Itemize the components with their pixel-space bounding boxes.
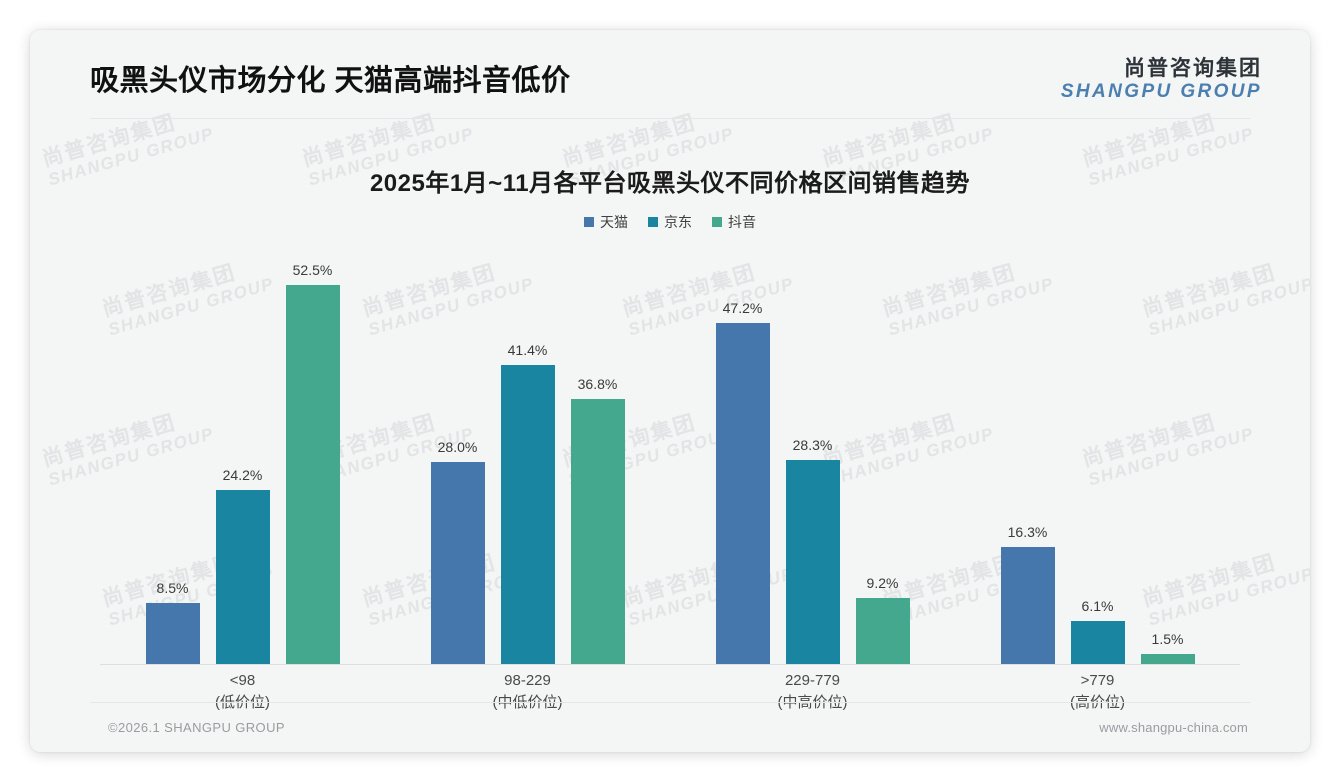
- legend-label: 京东: [664, 214, 692, 230]
- chart-legend: 天猫 京东 抖音: [30, 212, 1310, 232]
- bar-slot: 1.5%: [1140, 245, 1195, 665]
- bar-天猫-98-229[interactable]: [430, 462, 485, 665]
- bar-slot: 41.4%: [500, 245, 555, 665]
- bar-天猫-<98[interactable]: [145, 603, 200, 665]
- bar-京东->779[interactable]: [1070, 621, 1125, 665]
- chart-title: 2025年1月~11月各平台吸黑头仪不同价格区间销售趋势: [369, 170, 971, 197]
- legend-swatch-icon: [584, 217, 594, 227]
- bar-value-label: 9.2%: [866, 575, 899, 591]
- bar-抖音-98-229[interactable]: [570, 399, 625, 665]
- bar-value-label: 36.8%: [577, 376, 618, 392]
- bar-value-label: 28.0%: [437, 439, 478, 455]
- bar-value-label: 1.5%: [1151, 631, 1184, 647]
- bar-京东-98-229[interactable]: [500, 365, 555, 665]
- footer-website[interactable]: www.shangpu-china.com: [1099, 720, 1248, 735]
- legend-swatch-icon: [648, 217, 658, 227]
- legend-label: 天猫: [600, 214, 628, 230]
- header-divider: [90, 118, 1250, 119]
- bar-抖音-229-779[interactable]: [855, 598, 910, 665]
- bar-value-label: 8.5%: [156, 580, 189, 596]
- bar-value-label: 24.2%: [222, 467, 263, 483]
- x-axis-labels: <98 (低价位) 98-229 (中低价位) 229-779 (中高价位) >779 (高价…: [100, 670, 1240, 714]
- x-axis-label-range: <98: [229, 672, 256, 689]
- legend-item-天猫[interactable]: 天猫: [584, 212, 628, 232]
- legend-swatch-icon: [712, 217, 722, 227]
- bar-天猫-229-779[interactable]: [715, 323, 770, 665]
- legend-item-京东[interactable]: 京东: [648, 212, 692, 232]
- bar-抖音->779[interactable]: [1140, 654, 1195, 665]
- bar-slot: 16.3%: [1000, 245, 1055, 665]
- bar-value-label: 41.4%: [507, 342, 548, 358]
- bar-slot: 24.2%: [215, 245, 270, 665]
- bar-京东-229-779[interactable]: [785, 460, 840, 665]
- x-axis-label-group: 229-779 (中高价位): [670, 670, 955, 714]
- bar-天猫->779[interactable]: [1000, 547, 1055, 665]
- bar-slot: 8.5%: [145, 245, 200, 665]
- x-axis-label-group: 98-229 (中低价位): [385, 670, 670, 714]
- brand-logo-en: SHANGPU GROUP: [1060, 80, 1262, 102]
- bar-group: 47.2% 28.3% 9.2%: [670, 245, 955, 665]
- bar-slot: 28.0%: [430, 245, 485, 665]
- bar-value-label: 52.5%: [292, 262, 333, 278]
- x-axis-line: [100, 664, 1240, 665]
- bar-slot: 47.2%: [715, 245, 770, 665]
- bar-value-label: 47.2%: [722, 300, 763, 316]
- slide-card: 尚普咨询集团 SHANGPU GROUP 尚普咨询集团 SHANGPU GROUP 尚普…: [30, 30, 1310, 752]
- footer-divider: [90, 702, 1250, 703]
- legend-item-抖音[interactable]: 抖音: [712, 212, 756, 232]
- bar-group-bars: 28.0% 41.4% 36.8%: [385, 245, 670, 665]
- bar-slot: 28.3%: [785, 245, 840, 665]
- slide-header: 吸黑头仪市场分化 天猫高端抖音低价 尚普咨询集团 SHANGPU GROUP: [30, 30, 1310, 110]
- watermark-cn: 尚普咨询集团: [299, 111, 439, 172]
- x-axis-label-range: 98-229: [504, 672, 551, 689]
- bar-slot: 52.5%: [285, 245, 340, 665]
- bar-group-bars: 47.2% 28.3% 9.2%: [670, 245, 955, 665]
- bar-group: 8.5% 24.2% 52.5%: [100, 245, 385, 665]
- page-title: 吸黑头仪市场分化 天猫高端抖音低价: [90, 65, 571, 97]
- x-axis-label-group: >779 (高价位): [955, 670, 1240, 714]
- chart-plot-area: 8.5% 24.2% 52.5% 28.0% 41.4% 36.8% 47.2% 28.3% 9…: [100, 245, 1240, 665]
- bar-slot: 36.8%: [570, 245, 625, 665]
- watermark-cn: 尚普咨询集团: [39, 111, 179, 172]
- brand-logo-cn: 尚普咨询集团: [1124, 57, 1262, 80]
- bar-slot: 9.2%: [855, 245, 910, 665]
- watermark-cn: 尚普咨询集团: [1079, 111, 1219, 172]
- bar-value-label: 28.3%: [792, 437, 833, 453]
- bar-京东-<98[interactable]: [215, 490, 270, 665]
- bar-group-bars: 8.5% 24.2% 52.5%: [100, 245, 385, 665]
- chart-bar-groups: 8.5% 24.2% 52.5% 28.0% 41.4% 36.8% 47.2% 28.3% 9…: [100, 245, 1240, 665]
- brand-logo: 尚普咨询集团 SHANGPU GROUP: [1060, 57, 1262, 102]
- bar-slot: 6.1%: [1070, 245, 1125, 665]
- footer-copyright: ©2026.1 SHANGPU GROUP: [108, 720, 285, 735]
- x-axis-label-range: 229-779: [784, 672, 841, 689]
- x-axis-label-range: >779: [1080, 672, 1115, 689]
- bar-group-bars: 16.3% 6.1% 1.5%: [955, 245, 1240, 665]
- bar-value-label: 6.1%: [1081, 598, 1114, 614]
- watermark-cn: 尚普咨询集团: [559, 111, 699, 172]
- bar-group: 16.3% 6.1% 1.5%: [955, 245, 1240, 665]
- legend-label: 抖音: [728, 214, 756, 230]
- bar-value-label: 16.3%: [1007, 524, 1048, 540]
- x-axis-label-group: <98 (低价位): [100, 670, 385, 714]
- bar-抖音-<98[interactable]: [285, 285, 340, 665]
- watermark-cn: 尚普咨询集团: [819, 111, 959, 172]
- bar-group: 28.0% 41.4% 36.8%: [385, 245, 670, 665]
